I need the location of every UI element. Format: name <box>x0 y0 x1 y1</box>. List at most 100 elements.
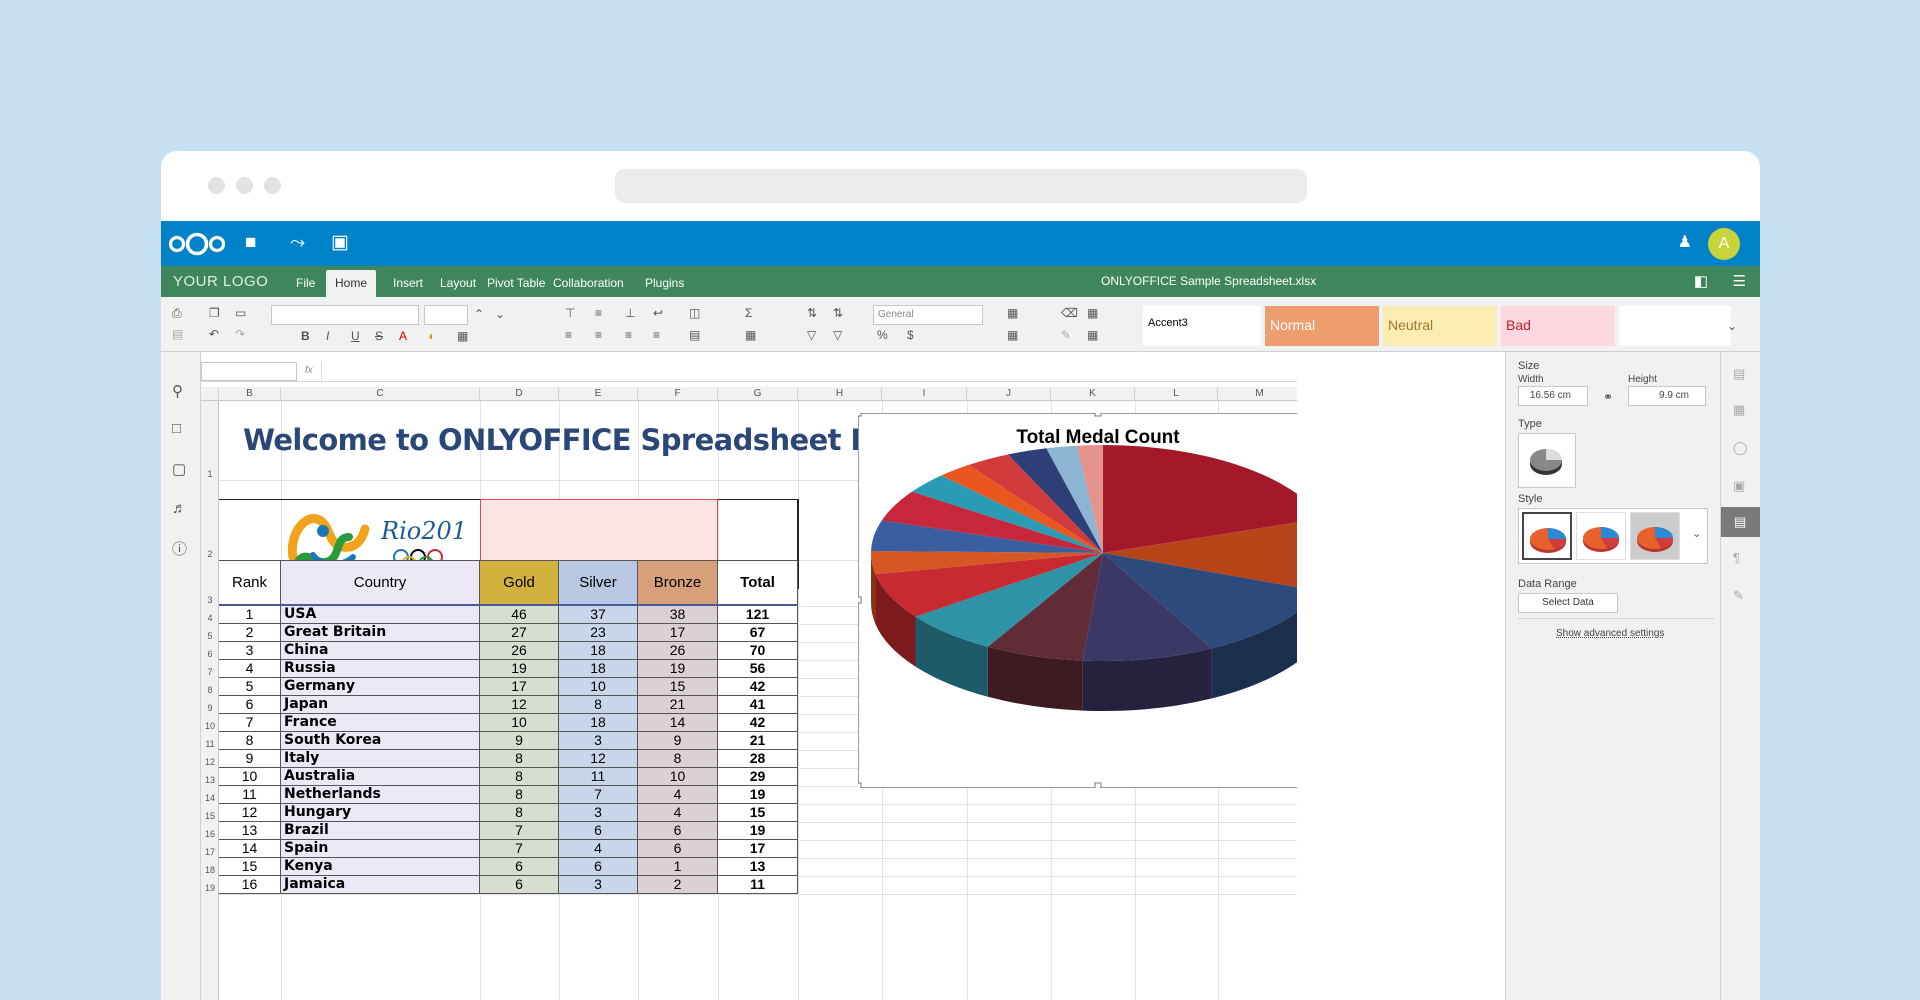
italic-icon[interactable]: I <box>326 329 330 343</box>
open-location-icon[interactable]: ◧ <box>1693 273 1708 290</box>
cell-country[interactable]: Spain <box>281 840 480 858</box>
column-header-l[interactable]: L <box>1135 387 1218 401</box>
tab-layout[interactable]: Layout <box>440 276 477 290</box>
header-country[interactable]: Country <box>281 560 480 606</box>
cell-bronze[interactable]: 8 <box>638 750 718 768</box>
cell-total[interactable]: 29 <box>718 768 798 786</box>
cell-country[interactable]: USA <box>281 606 480 624</box>
delete-cells-icon[interactable]: ▦ <box>1007 328 1019 342</box>
hamburger-menu-icon[interactable]: ☰ <box>1732 273 1746 290</box>
feedback-icon[interactable]: ♬ <box>172 500 187 517</box>
cell-name-box[interactable] <box>201 362 297 381</box>
resize-handle[interactable] <box>858 782 862 788</box>
pie-slice-italy[interactable] <box>871 520 1103 553</box>
cell-gold[interactable]: 27 <box>480 624 559 642</box>
header-gold[interactable]: Gold <box>480 560 559 606</box>
cell-silver[interactable]: 7 <box>559 786 638 804</box>
cell-total[interactable]: 17 <box>718 840 798 858</box>
align-top-icon[interactable]: ⊤ <box>565 306 576 320</box>
cell-gold[interactable]: 19 <box>480 660 559 678</box>
cell-total[interactable]: 121 <box>718 606 798 624</box>
window-maximize-dot[interactable] <box>264 177 281 194</box>
row-header-19[interactable]: 19 <box>204 883 215 893</box>
row-header-8[interactable]: 8 <box>207 685 213 695</box>
cell-bronze[interactable]: 2 <box>638 876 718 894</box>
save-icon[interactable]: ▤ <box>172 327 184 341</box>
cell-total[interactable]: 28 <box>718 750 798 768</box>
resize-handle[interactable] <box>1094 413 1102 417</box>
cell-silver[interactable]: 11 <box>559 768 638 786</box>
style-empty[interactable] <box>1619 306 1731 346</box>
cell-gold[interactable]: 6 <box>480 876 559 894</box>
align-bottom-icon[interactable]: ⊥ <box>625 306 636 320</box>
chat-icon[interactable]: ▢ <box>172 461 187 478</box>
tab-file[interactable]: File <box>296 276 316 290</box>
row-header-14[interactable]: 14 <box>204 793 215 803</box>
cell-bronze[interactable]: 6 <box>638 840 718 858</box>
pie-slice-germany[interactable] <box>987 553 1103 661</box>
cell-silver[interactable]: 3 <box>559 876 638 894</box>
cell-country[interactable]: South Korea <box>281 732 480 750</box>
style-neutral[interactable]: Neutral <box>1383 306 1497 346</box>
resize-handle[interactable] <box>858 596 862 604</box>
lock-aspect-icon[interactable]: ⚭ <box>1603 390 1614 404</box>
filter-icon[interactable]: ▽ <box>807 328 817 342</box>
styles-expand-icon[interactable]: ⌄ <box>1727 319 1738 333</box>
pie-slice-spain[interactable] <box>1008 448 1103 553</box>
cell-rank[interactable]: 11 <box>219 786 281 804</box>
signature-settings-icon[interactable]: ✎ <box>1733 588 1744 603</box>
pie-slice-jamaica[interactable] <box>1076 445 1103 553</box>
column-header-j[interactable]: J <box>967 387 1051 401</box>
row-header-11[interactable]: 11 <box>205 739 215 749</box>
header-silver[interactable]: Silver <box>559 560 638 606</box>
pie-slice-netherlands[interactable] <box>912 475 1103 553</box>
column-header-d[interactable]: D <box>480 387 559 401</box>
column-header-f[interactable]: F <box>638 387 718 401</box>
window-minimize-dot[interactable] <box>236 177 253 194</box>
column-header-e[interactable]: E <box>559 387 638 401</box>
pie-slice-great-britain[interactable] <box>1103 518 1297 591</box>
gallery-icon[interactable]: ▣ <box>331 232 349 253</box>
cell-total[interactable]: 19 <box>718 786 798 804</box>
pie-slice-usa[interactable] <box>1103 445 1297 553</box>
cell-total[interactable]: 15 <box>718 804 798 822</box>
cell-rank[interactable]: 6 <box>219 696 281 714</box>
font-color-icon[interactable]: A <box>399 329 408 343</box>
pie-chart[interactable]: Total Medal Count <box>858 413 1297 788</box>
cell-silver[interactable]: 12 <box>559 750 638 768</box>
percent-icon[interactable]: % <box>877 328 888 342</box>
cell-silver[interactable]: 6 <box>559 858 638 876</box>
about-icon[interactable]: ⓘ <box>172 541 188 558</box>
conditional-format-icon[interactable]: ▦ <box>1087 306 1099 320</box>
chart-style-gallery[interactable]: ⌄ <box>1518 508 1708 564</box>
cell-total[interactable]: 67 <box>718 624 798 642</box>
cell-total[interactable]: 13 <box>718 858 798 876</box>
comments-icon[interactable]: □ <box>172 420 182 437</box>
bold-icon[interactable]: B <box>301 329 310 343</box>
cell-silver[interactable]: 3 <box>559 732 638 750</box>
cell-bronze[interactable]: 9 <box>638 732 718 750</box>
number-format-select[interactable]: General <box>873 305 983 325</box>
cell-country[interactable]: China <box>281 642 480 660</box>
font-name-select[interactable] <box>271 305 419 325</box>
redo-icon[interactable]: ↷ <box>235 327 246 341</box>
pie-slice-australia[interactable] <box>881 491 1103 553</box>
resize-handle[interactable] <box>1094 782 1102 788</box>
style-gallery-expand-icon[interactable]: ⌄ <box>1692 528 1702 540</box>
clear-icon[interactable]: ⌫ <box>1061 306 1078 320</box>
files-icon[interactable]: ■ <box>245 232 257 253</box>
paragraph-settings-icon[interactable]: ¶ <box>1733 550 1740 565</box>
cell-silver[interactable]: 3 <box>559 804 638 822</box>
window-close-dot[interactable] <box>208 177 225 194</box>
format-as-table-icon[interactable]: ▦ <box>1087 328 1099 342</box>
cell-rank[interactable]: 14 <box>219 840 281 858</box>
print-icon[interactable]: ⎙ <box>172 306 182 320</box>
cell-silver[interactable]: 6 <box>559 822 638 840</box>
cell-bronze[interactable]: 38 <box>638 606 718 624</box>
cell-bronze[interactable]: 19 <box>638 660 718 678</box>
height-input[interactable]: 9.9 cm <box>1628 386 1706 406</box>
cell-gold[interactable]: 8 <box>480 786 559 804</box>
cell-gold[interactable]: 6 <box>480 858 559 876</box>
cell-rank[interactable]: 15 <box>219 858 281 876</box>
cell-country[interactable]: Netherlands <box>281 786 480 804</box>
